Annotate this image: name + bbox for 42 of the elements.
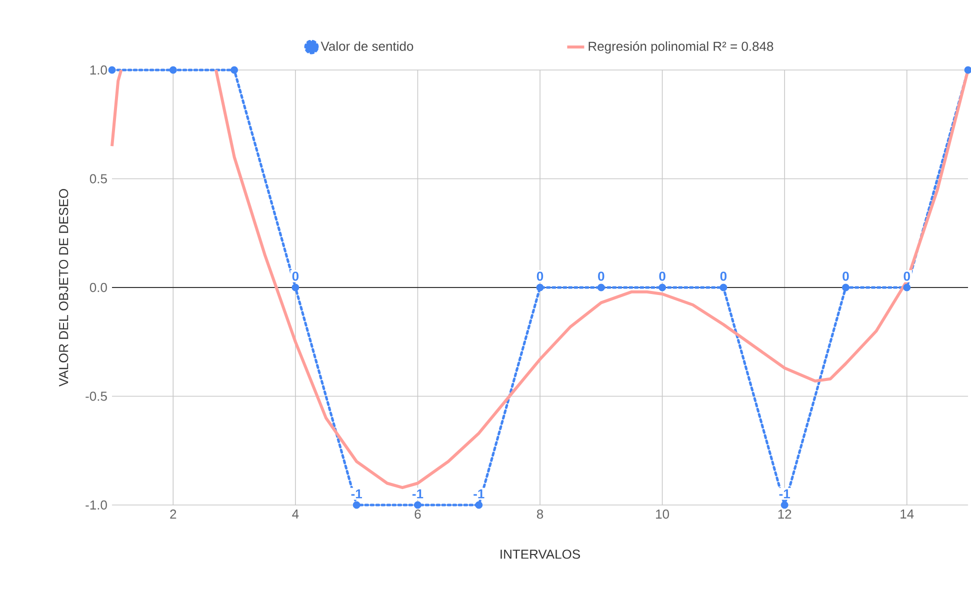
data-label: 0 <box>659 272 666 281</box>
y-tick-label: 0.0 <box>90 282 107 292</box>
x-tick-label: 14 <box>900 510 914 518</box>
data-label: 0 <box>292 272 299 281</box>
data-label: -1 <box>474 489 484 498</box>
point <box>903 284 911 292</box>
x-tick-label: 2 <box>170 510 176 519</box>
point <box>597 284 605 292</box>
point <box>230 66 238 74</box>
point <box>536 284 544 292</box>
data-label: -1 <box>779 489 790 498</box>
point <box>169 66 177 74</box>
y-tick-label: 0.5 <box>90 174 107 184</box>
y-tick-label: 1.0 <box>90 65 107 75</box>
data-label: 0 <box>842 272 849 281</box>
point <box>475 501 483 509</box>
data-label: 0 <box>904 272 910 281</box>
point <box>780 501 788 509</box>
data-label: 0 <box>720 272 727 281</box>
x-tick-label: 4 <box>292 510 299 518</box>
x-tick-label: 10 <box>656 510 670 519</box>
legend-label: Regresión polinomial R² = 0.848 <box>588 41 774 54</box>
point <box>964 66 971 74</box>
y-axis-title: VALOR DEL OBJETO DE DESEO <box>59 189 68 387</box>
legend-label: Valor de sentido <box>320 41 414 51</box>
point <box>292 284 300 292</box>
point <box>658 284 666 292</box>
y-tick-label: -0.5 <box>86 392 107 401</box>
x-tick-label: 6 <box>414 510 421 519</box>
point <box>720 284 728 292</box>
x-tick-label: 12 <box>778 510 792 519</box>
y-tick-label: -1.0 <box>86 500 107 510</box>
data-label: 0 <box>536 272 544 281</box>
point <box>108 66 116 74</box>
data-label: -1 <box>351 489 362 498</box>
point <box>414 501 422 509</box>
point <box>352 501 360 509</box>
x-tick-label: 8 <box>536 510 544 519</box>
data-label: 0 <box>598 272 604 281</box>
data-label: -1 <box>412 489 424 498</box>
x-axis-title: INTERVALOS <box>500 550 580 559</box>
point <box>842 284 850 292</box>
